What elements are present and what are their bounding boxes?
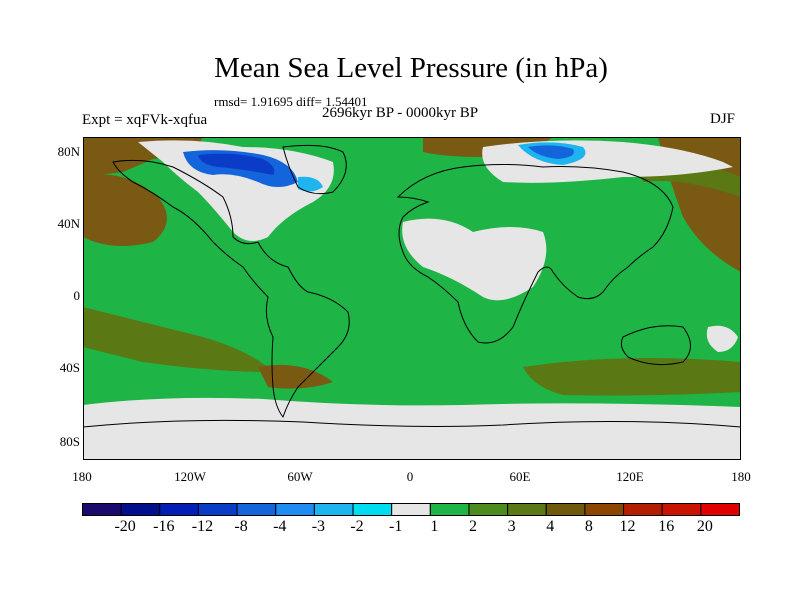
- colorbar-swatch-4: [236, 503, 277, 516]
- colorbar-swatch-13: [584, 503, 625, 516]
- lon-tick-120e: 120E: [616, 469, 644, 484]
- lon-tick-0: 0: [406, 469, 414, 484]
- season-label: DJF: [709, 111, 735, 127]
- colorbar-label: -20: [114, 518, 136, 535]
- colorbar-label: 8: [584, 518, 593, 535]
- lat-tick-40s: 40S: [59, 360, 80, 375]
- colorbar-label: -2: [350, 518, 364, 535]
- lon-tick-60e: 60E: [509, 469, 531, 484]
- colorbar-label: 20: [696, 518, 713, 535]
- lon-tick-180-right: 180: [731, 469, 751, 484]
- colorbar-swatch-9: [429, 503, 470, 516]
- colorbar-swatch-0: [82, 503, 122, 516]
- chart-title: Mean Sea Level Pressure (in hPa): [214, 52, 608, 84]
- coastlines: [83, 144, 741, 428]
- colorbar-label: 2: [468, 518, 477, 535]
- lat-tick-0: 0: [73, 288, 81, 303]
- colorbar-swatch-12: [545, 503, 586, 516]
- colorbar-label: 3: [507, 518, 516, 535]
- colorbar-swatch-15: [661, 503, 702, 516]
- colorbar-label: 16: [658, 518, 675, 535]
- lat-tick-40n: 40N: [57, 216, 80, 231]
- colorbar-swatch-5: [275, 503, 315, 516]
- stats-text: rmsd= 1.91695 diff= 1.54401: [214, 94, 368, 109]
- colorbar-swatch-11: [507, 503, 547, 516]
- colorbar-swatch-3: [197, 503, 238, 516]
- colorbar-swatch-16: [700, 503, 740, 516]
- colorbar-swatch-6: [313, 503, 354, 516]
- colorbar-swatch-10: [468, 503, 509, 516]
- lat-tick-80n: 80N: [57, 144, 80, 159]
- colorbar: [82, 503, 740, 516]
- pressure-map: [83, 137, 741, 460]
- colorbar-label: -16: [153, 518, 175, 535]
- experiment-label: Expt = xqFVk-xqfua: [82, 112, 208, 128]
- lon-tick-60w: 60W: [287, 469, 313, 484]
- colorbar-label: -12: [191, 518, 214, 535]
- lon-tick-120w: 120W: [174, 469, 206, 484]
- colorbar-swatch-2: [159, 503, 199, 516]
- colorbar-swatch-8: [391, 503, 431, 516]
- period-label: 2696kyr BP - 0000kyr BP: [322, 105, 479, 121]
- colorbar-label: 12: [619, 518, 636, 535]
- colorbar-swatch-14: [623, 503, 663, 516]
- negative-anomaly-regions: [183, 142, 586, 192]
- colorbar-label: -3: [311, 518, 326, 535]
- colorbar-label: -8: [234, 518, 248, 535]
- colorbar-swatch-7: [352, 503, 393, 516]
- colorbar-label: 1: [430, 518, 439, 535]
- colorbar-label: 4: [546, 518, 555, 535]
- colorbar-swatch-1: [120, 503, 161, 516]
- lat-tick-80s: 80S: [59, 434, 80, 449]
- map-frame: [83, 137, 741, 460]
- lon-tick-180-left: 180: [72, 469, 92, 484]
- colorbar-label: -1: [389, 518, 403, 535]
- colorbar-label: -4: [273, 518, 287, 535]
